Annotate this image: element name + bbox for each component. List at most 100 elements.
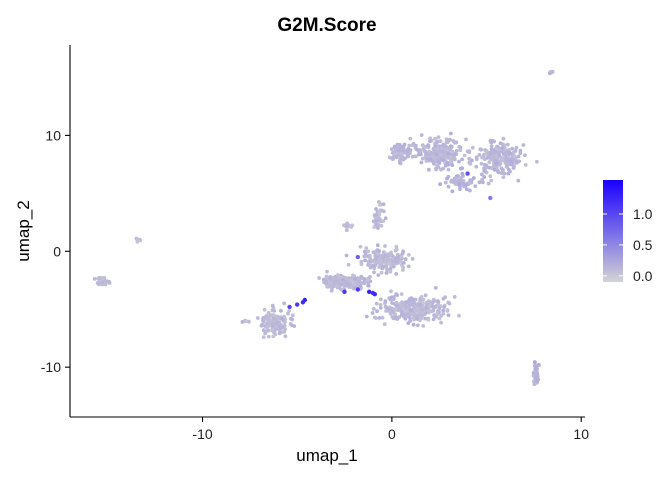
cell-point <box>440 158 445 163</box>
cell-point <box>458 166 463 171</box>
cell-point <box>535 379 540 384</box>
cell-point <box>423 316 428 321</box>
high-score-cell-point <box>465 171 470 176</box>
cell-point <box>442 305 447 309</box>
cell-point <box>479 161 484 166</box>
cell-point <box>421 297 426 302</box>
cell-point <box>485 150 490 155</box>
color-scale-tick-label: 0.0 <box>633 268 653 284</box>
chart-title: G2M.Score <box>277 15 376 36</box>
cell-point <box>492 139 496 144</box>
cell-point <box>511 166 516 170</box>
cell-point <box>408 151 412 155</box>
cell-point <box>445 309 450 313</box>
cell-point <box>389 295 394 300</box>
cell-point <box>371 307 376 311</box>
cell-point <box>389 147 394 152</box>
cell-point <box>351 273 355 278</box>
cell-point <box>435 140 439 145</box>
cell-point <box>107 280 111 284</box>
cell-point <box>374 260 378 264</box>
cell-point <box>381 219 386 224</box>
cell-point <box>395 317 400 321</box>
cell-point <box>424 307 429 311</box>
cell-point <box>464 137 468 142</box>
cell-point <box>398 259 403 264</box>
cell-point <box>288 322 293 326</box>
cell-point <box>479 172 484 177</box>
cell-point <box>358 244 363 249</box>
cell-point <box>408 136 413 141</box>
cell-point <box>103 278 107 283</box>
cell-point <box>487 165 492 170</box>
cell-point <box>394 300 399 305</box>
cell-point <box>366 263 370 267</box>
cell-point <box>290 313 295 318</box>
cell-point <box>446 184 451 189</box>
cell-point <box>405 300 409 305</box>
cell-point <box>364 246 369 251</box>
cell-point <box>370 311 375 315</box>
cell-point <box>433 149 438 154</box>
cell-point <box>422 149 427 153</box>
cell-point <box>383 244 387 248</box>
cell-point <box>492 159 497 163</box>
cell-point <box>445 176 449 181</box>
cell-point <box>411 141 416 146</box>
cell-point <box>505 142 510 147</box>
cell-point <box>439 167 443 172</box>
cell-point <box>488 139 493 143</box>
cell-point <box>366 283 371 288</box>
cell-point <box>377 212 382 217</box>
cell-point <box>364 314 369 319</box>
cell-point <box>353 277 357 281</box>
cell-point <box>489 178 494 183</box>
cell-point <box>374 207 378 211</box>
cell-point <box>482 175 487 179</box>
cell-point <box>346 278 351 283</box>
cell-point <box>450 149 455 154</box>
cell-point <box>467 156 472 161</box>
cell-point <box>96 281 100 285</box>
cell-point <box>498 141 503 146</box>
cell-point <box>487 160 492 165</box>
cell-point <box>436 159 441 164</box>
cell-point <box>465 187 469 192</box>
cell-point <box>394 292 398 297</box>
cell-point <box>423 293 428 298</box>
cell-point <box>443 180 448 185</box>
cell-point <box>265 328 270 333</box>
cell-point <box>283 334 288 339</box>
cell-point <box>438 182 442 187</box>
cell-point <box>435 311 440 316</box>
cell-point <box>453 157 457 162</box>
cell-point <box>467 181 472 186</box>
cell-point <box>441 311 446 316</box>
cell-point <box>359 262 364 267</box>
x-tick-label: -10 <box>192 426 212 442</box>
cell-point <box>502 171 507 176</box>
cell-point <box>378 305 383 310</box>
cell-point <box>385 256 389 261</box>
cell-point <box>376 218 381 223</box>
cell-point <box>378 303 383 307</box>
cell-point <box>412 312 417 317</box>
cell-point <box>391 316 396 321</box>
cell-point <box>440 149 445 154</box>
x-axis-ticks: -10 0 10 <box>192 417 589 442</box>
cell-point <box>432 161 436 166</box>
cell-point <box>138 238 143 243</box>
cell-point <box>431 154 435 159</box>
cell-point <box>240 320 245 324</box>
cell-point <box>399 309 404 314</box>
cell-point <box>535 159 539 164</box>
cell-point <box>390 156 395 161</box>
cell-point <box>503 161 508 165</box>
cell-point <box>427 303 432 308</box>
cell-point <box>436 299 440 304</box>
cell-point <box>504 150 509 155</box>
cell-point <box>261 316 266 320</box>
cell-point <box>507 151 512 156</box>
cell-point <box>450 189 455 194</box>
cell-point <box>289 316 293 321</box>
